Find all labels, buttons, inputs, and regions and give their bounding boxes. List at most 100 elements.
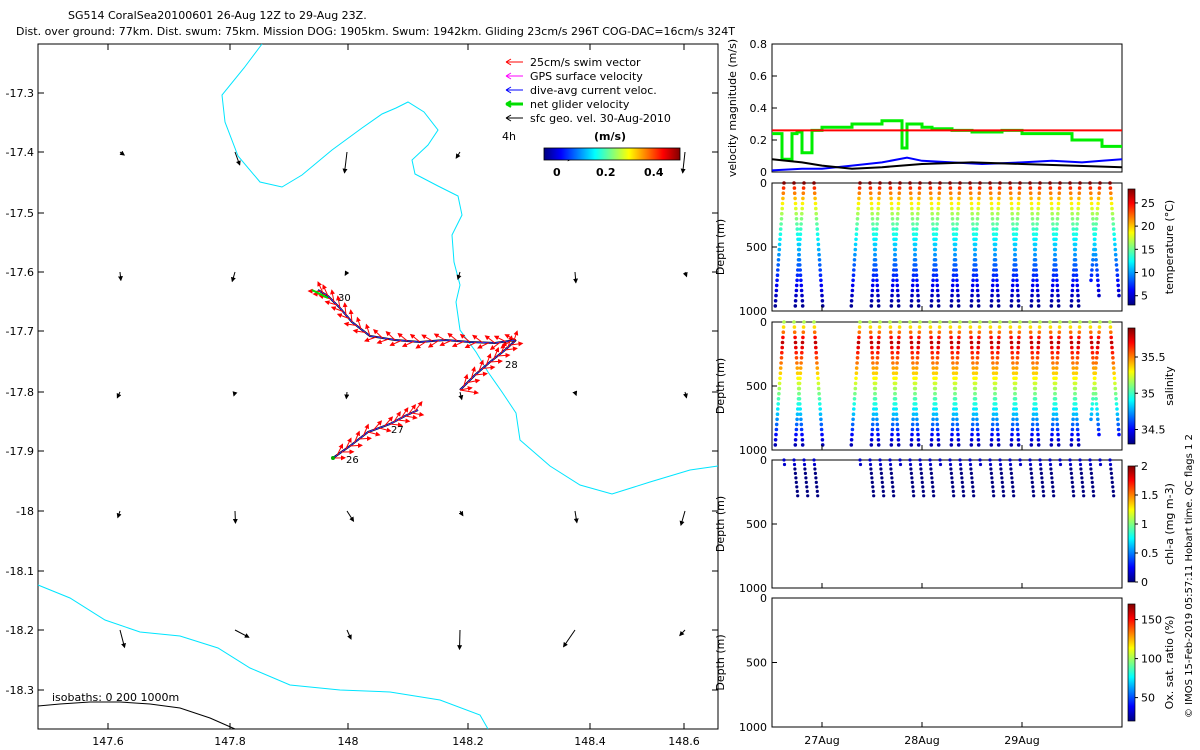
profile-point	[977, 186, 982, 190]
profile-point	[802, 181, 806, 185]
swim-vector	[354, 430, 360, 443]
profile-point	[913, 381, 918, 386]
profile-point	[974, 371, 979, 376]
chl-point	[948, 458, 952, 462]
profile-point	[1092, 247, 1096, 252]
profile-point	[969, 335, 973, 340]
profile-point	[1070, 432, 1074, 437]
profile-point	[875, 361, 879, 365]
swim-vector	[470, 366, 476, 379]
swim-vector	[330, 289, 335, 303]
profile-point	[1016, 211, 1020, 216]
profile-point	[1056, 211, 1060, 216]
profile-point	[794, 288, 799, 293]
profile-point	[793, 340, 798, 345]
profile-point	[952, 407, 956, 411]
profile-point	[869, 304, 874, 308]
profile-point	[1034, 371, 1039, 376]
profile-point	[914, 273, 919, 278]
profile-point	[970, 293, 974, 298]
profile-point	[779, 222, 783, 226]
chl-point	[813, 471, 818, 475]
profile-point	[1090, 211, 1095, 216]
profile-point	[873, 386, 878, 391]
profile-point	[916, 201, 921, 206]
day-label-30: 30	[338, 293, 351, 304]
profile-point	[851, 278, 855, 283]
profile-point	[856, 206, 860, 211]
colorbar-tick-label: 5	[1141, 290, 1148, 303]
profile-point	[971, 232, 976, 236]
profile-point	[849, 304, 854, 308]
profile-point	[1093, 366, 1098, 370]
chl-point	[1090, 480, 1094, 484]
profile-point	[875, 356, 880, 360]
swim-vector	[463, 373, 469, 387]
profile-point	[952, 268, 956, 272]
profile-point	[955, 356, 960, 360]
profile-point	[930, 217, 935, 221]
profile-point	[818, 273, 823, 278]
profile-point	[1035, 417, 1039, 422]
profile-point	[990, 206, 994, 211]
chl-point	[804, 480, 808, 484]
profile-point	[1090, 350, 1095, 355]
profile-point	[955, 361, 959, 365]
chl-point	[928, 462, 933, 467]
profile-point	[1109, 330, 1113, 335]
profile-point	[794, 422, 799, 427]
profile-point	[918, 181, 922, 185]
profile-point	[874, 237, 878, 242]
profile-point	[1037, 330, 1042, 335]
chl-point	[928, 458, 932, 462]
chl-point	[890, 476, 894, 480]
profile-point	[915, 217, 920, 221]
profile-point	[1034, 412, 1039, 417]
profile-point	[1056, 432, 1060, 437]
profile-point	[956, 345, 960, 350]
profile-point	[1077, 335, 1081, 340]
profile-point	[990, 288, 995, 293]
profile-point	[896, 304, 901, 308]
chl-point	[911, 485, 915, 489]
geo-arrow	[234, 629, 250, 638]
profile-point	[795, 412, 800, 417]
profile-point	[893, 252, 897, 257]
depth-ytick-label: 0	[760, 454, 767, 467]
profile-point	[914, 227, 919, 231]
profile-point	[793, 299, 798, 303]
profile-point	[908, 186, 913, 190]
profile-point	[915, 222, 919, 226]
profile-point	[795, 222, 799, 226]
day-label-28: 28	[505, 360, 518, 371]
profile-point	[934, 366, 939, 370]
profile-point	[1116, 288, 1121, 293]
profile-point	[1055, 356, 1060, 360]
profile-point	[950, 206, 954, 211]
profile-point	[1071, 232, 1076, 236]
profile-point	[1014, 366, 1019, 370]
profile-point	[800, 211, 804, 216]
profile-point	[816, 376, 820, 381]
profile-point	[1031, 227, 1036, 231]
profile-point	[817, 391, 821, 396]
profile-point	[799, 422, 804, 427]
profile-point	[890, 211, 894, 216]
profile-point	[1115, 412, 1120, 417]
profile-point	[1069, 196, 1073, 201]
profile-point	[1114, 402, 1119, 406]
chl-point	[988, 462, 993, 467]
profile-point	[854, 232, 859, 236]
profile-point	[971, 417, 975, 422]
swim-vector	[365, 323, 371, 337]
geo-arrow	[346, 510, 355, 523]
profile-point	[855, 361, 859, 365]
profile-point	[917, 196, 921, 201]
chl-point	[782, 458, 786, 462]
profile-point	[797, 242, 802, 247]
chl-point	[1111, 489, 1115, 493]
profile-point	[930, 432, 934, 437]
profile-point	[997, 191, 1002, 195]
profile-point	[949, 438, 954, 442]
